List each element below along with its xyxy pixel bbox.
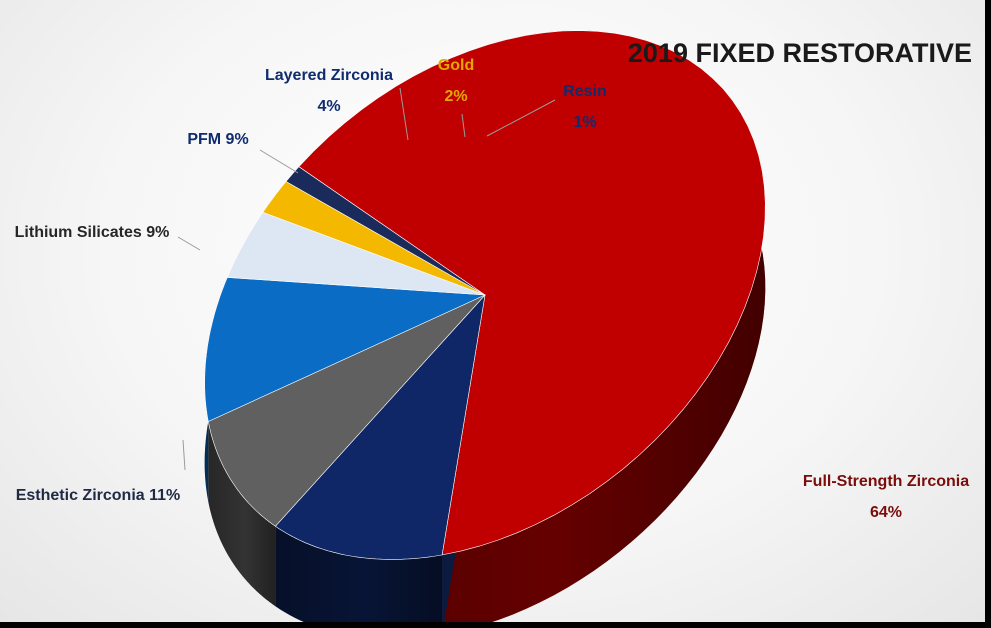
label-pfm: PFM 9% (187, 131, 248, 148)
slice-side-lithium-silicates-shade (208, 421, 276, 607)
label-resin-value: 1% (573, 114, 596, 131)
label-resin-name: Resin (563, 83, 607, 100)
slice-layered-zirconia (226, 211, 486, 296)
pie-top (204, 30, 766, 560)
leader-esthetic-zirconia (182, 439, 186, 471)
label-full-strength-zirconia-value: 64% (870, 504, 902, 521)
leader-pfm (259, 149, 299, 174)
slice-full-strength-zirconia (298, 30, 766, 556)
label-lithium-silicates: Lithium Silicates 9% (15, 224, 170, 241)
label-gold-value: 2% (444, 88, 467, 105)
slice-side-full-strength-zirconia-shade (298, 30, 766, 622)
slice-gold (262, 181, 486, 296)
label-layered-zirconia-name: Layered Zirconia (265, 67, 393, 84)
label-layered-zirconia-value: 4% (317, 98, 340, 115)
leader-lines (177, 87, 556, 471)
label-gold-name: Gold (438, 57, 474, 74)
leader-lithium-silicates (177, 236, 201, 251)
slice-side-esthetic-zirconia-shade (275, 526, 443, 622)
label-esthetic-zirconia: Esthetic Zirconia 11% (16, 487, 181, 504)
leader-layered-zirconia (399, 87, 409, 141)
slice-esthetic-zirconia (274, 294, 486, 560)
label-full-strength-zirconia-name: Full-Strength Zirconia (803, 473, 969, 490)
slice-labels: Full-Strength Zirconia 64% Esthetic Zircon… (15, 57, 970, 521)
slice-pfm (204, 277, 486, 422)
slice-lithium-silicates (207, 294, 486, 527)
leader-resin (486, 99, 556, 137)
leader-gold (461, 113, 466, 138)
chart-title: 2019 FIXED RESTORATIVE (628, 38, 972, 68)
slice-resin (285, 166, 486, 296)
